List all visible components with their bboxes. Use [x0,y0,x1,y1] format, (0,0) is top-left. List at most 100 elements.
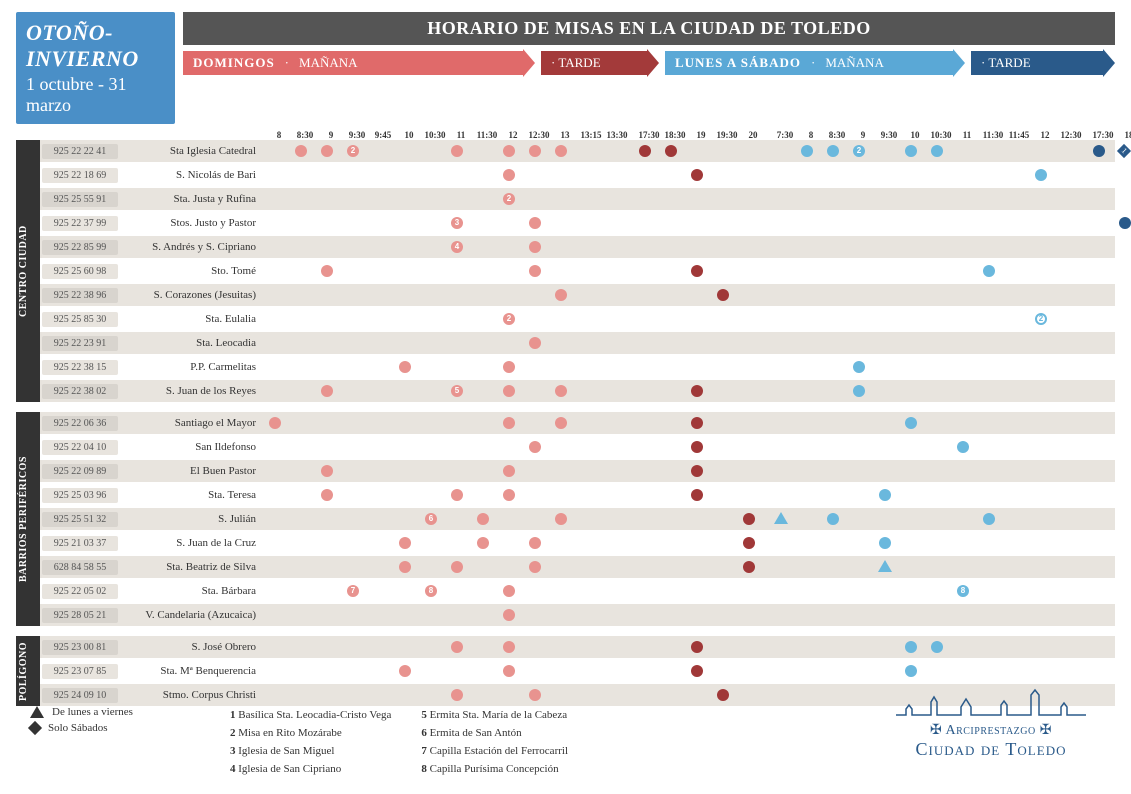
mass-dot [555,513,567,525]
church-name: San Ildefonso [118,441,262,453]
mass-dot [529,337,541,349]
time-header-cell: 8:30 [292,130,318,140]
phone-pill: 925 22 38 02 [42,384,118,399]
time-header-cell: 10:30 [422,130,448,140]
mass-dot [503,361,515,373]
main-title: HORARIO DE MISAS EN LA CIUDAD DE TOLEDO [183,12,1115,45]
mass-dot [691,265,703,277]
schedule-row: 925 23 00 81S. José Obrero [40,636,1115,658]
schedule-row: 628 84 58 55Sta. Beatriz de Silva [40,556,1115,578]
mass-dot [529,441,541,453]
phone-pill: 925 22 38 96 [42,288,118,303]
church-name: Sta. Mª Benquerencia [118,665,262,677]
mass-dot [399,665,411,677]
mass-dot [503,489,515,501]
church-name: S. José Obrero [118,641,262,653]
phone-pill: 925 22 37 99 [42,216,118,231]
mass-dot [691,641,703,653]
mass-dot [639,145,651,157]
mass-dot [321,385,333,397]
mass-dot [503,665,515,677]
mass-dot [879,489,891,501]
mass-dot [931,145,943,157]
time-header-cell: 8 [798,130,824,140]
phone-pill: 925 22 06 36 [42,416,118,431]
band-sunday-pm: · TARDE [541,51,647,75]
schedule-row: 925 25 85 30Sta. Eulalia222 [40,308,1115,330]
mass-dot: 5 [451,385,463,397]
church-name: P.P. Carmelitas [118,361,262,373]
mass-dot [529,689,541,701]
mass-dot [503,585,515,597]
mass-dot [451,489,463,501]
mass-dot [503,417,515,429]
mass-dot [555,289,567,301]
mass-dot [717,689,729,701]
mass-dot: 2 [1035,313,1047,325]
time-header-cell: 17:30 [636,130,662,140]
phone-pill: 925 22 09 89 [42,464,118,479]
mass-dot: 2 [503,193,515,205]
church-name: Sta. Bárbara [118,585,262,597]
mass-dot [983,513,995,525]
time-header-cell: 12 [1032,130,1058,140]
mass-dot [555,385,567,397]
mass-dot [774,512,788,524]
mass-dot [503,465,515,477]
mass-dot [399,561,411,573]
time-header-cell: 18:30 [662,130,688,140]
church-name: Sto. Tomé [118,265,262,277]
mass-dot [905,417,917,429]
phone-pill: 925 25 55 91 [42,192,118,207]
church-name: Sta Iglesia Catedral [118,145,262,157]
time-header-cell: 18 [1116,130,1131,140]
band-weekday-pm: · TARDE [971,51,1103,75]
time-header-cell: 11:30 [980,130,1006,140]
mass-dot [529,217,541,229]
mass-dot [931,641,943,653]
legend-item: 2 Misa en Rito Mozárabe [230,724,391,742]
mass-dot [717,289,729,301]
phone-pill: 925 22 23 91 [42,336,118,351]
mass-dot [477,513,489,525]
mass-dot [878,560,892,572]
church-name: Sta. Beatriz de Silva [118,561,262,573]
schedule-row: 925 23 07 85Sta. Mª Benquerencia [40,660,1115,682]
legend-item: 4 Iglesia de San Cipriano [230,760,391,778]
time-header-cell: 11:45 [1006,130,1032,140]
mass-dot [853,385,865,397]
phone-pill: 925 22 85 99 [42,240,118,255]
skyline-icon [891,687,1091,717]
church-name: Stos. Justo y Pastor [118,217,262,229]
mass-dot [983,265,995,277]
time-header-cell: 19:30 [714,130,740,140]
mass-dot [743,513,755,525]
phone-pill: 925 22 38 15 [42,360,118,375]
phone-pill: 925 25 85 30 [42,312,118,327]
mass-dot: 1 [1117,144,1131,158]
mass-dot [529,145,541,157]
schedule-row: 925 25 55 91Sta. Justa y Rufina2 [40,188,1115,210]
season-box: OTOÑO-INVIERNO 1 octubre - 31 marzo [16,12,175,124]
church-name: Sta. Leocadia [118,337,262,349]
phone-pill: 925 23 00 81 [42,640,118,655]
time-header-cell: 8:30 [824,130,850,140]
mass-dot [451,561,463,573]
mass-dot [691,417,703,429]
mass-dot [399,361,411,373]
mass-dot [879,537,891,549]
mass-dot [853,361,865,373]
mass-dot [801,145,813,157]
phone-pill: 925 22 04 10 [42,440,118,455]
mass-dot [691,489,703,501]
schedule-row: 925 22 38 15P.P. Carmelitas [40,356,1115,378]
phone-pill: 925 24 09 10 [42,688,118,703]
time-header-cell: 9:30 [876,130,902,140]
mass-dot [503,385,515,397]
mass-dot [451,145,463,157]
mass-dot [905,145,917,157]
church-name: S. Juan de los Reyes [118,385,262,397]
church-name: S. Juan de la Cruz [118,537,262,549]
mass-dot [691,385,703,397]
schedule-row: 925 25 03 96Sta. Teresa [40,484,1115,506]
